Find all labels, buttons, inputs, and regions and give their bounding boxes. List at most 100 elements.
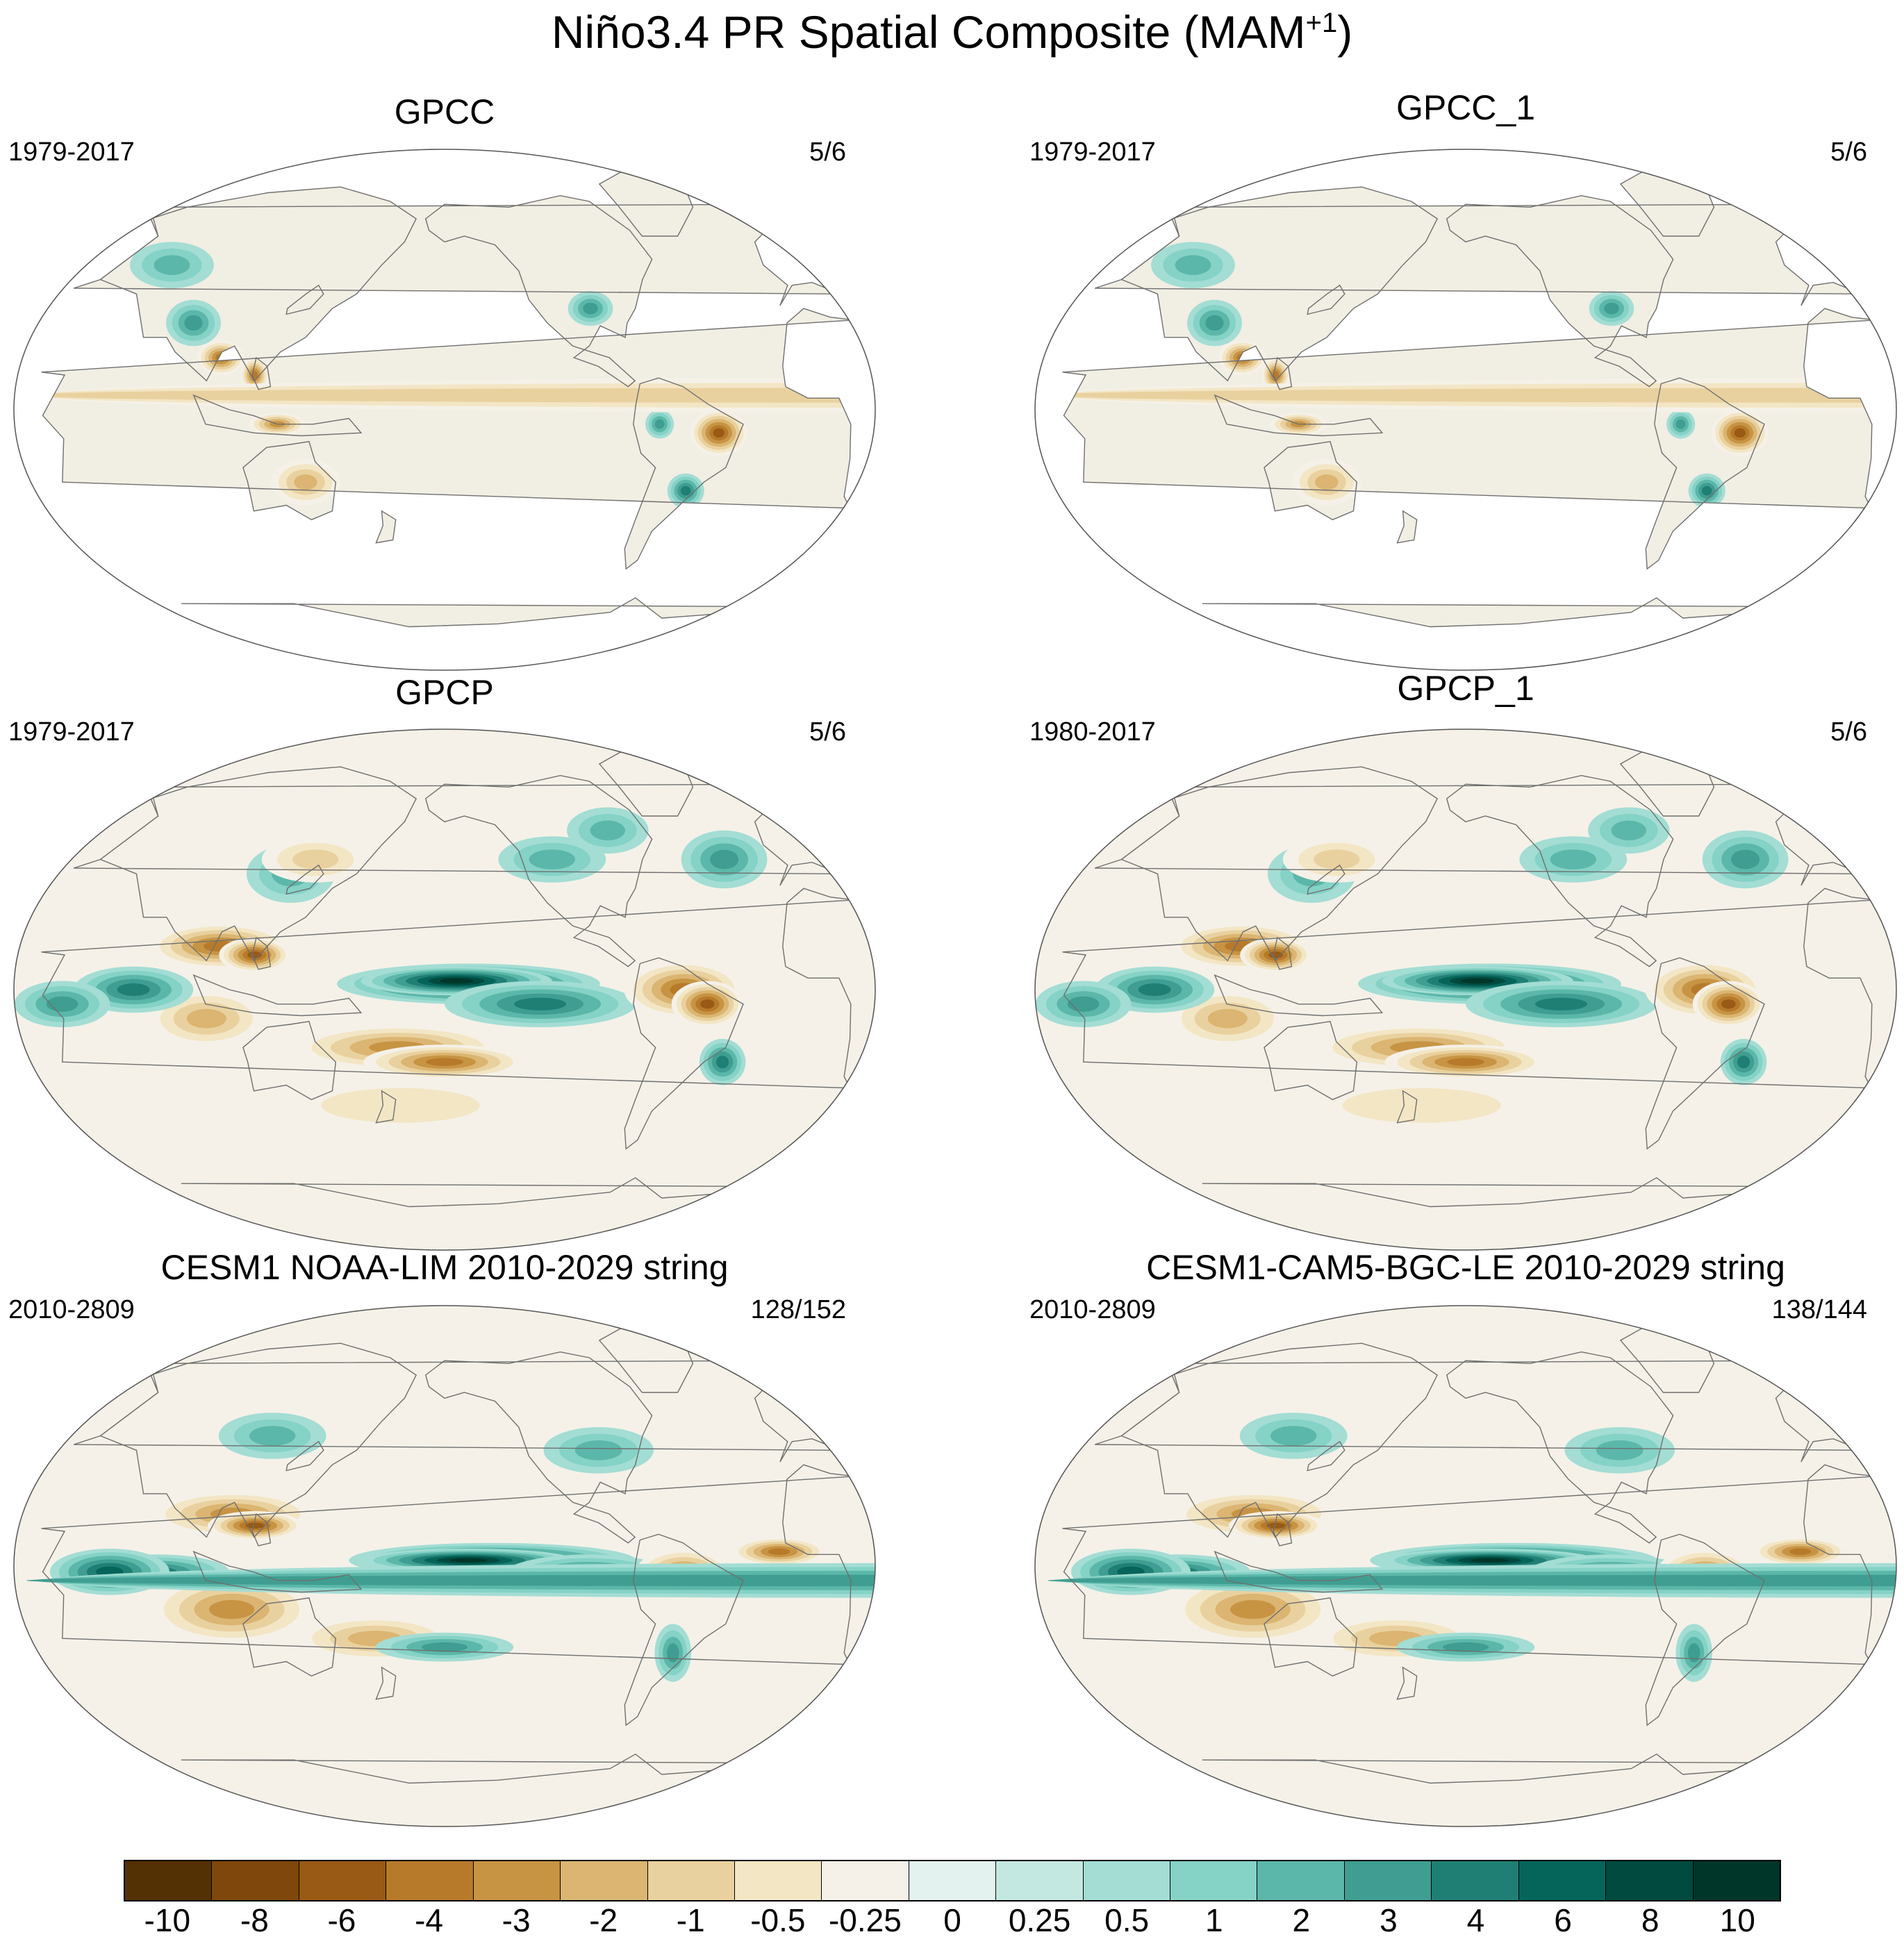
colorbar-swatch	[1693, 1861, 1780, 1900]
coastline-philippines	[251, 356, 272, 390]
colorbar-tick-label: -6	[327, 1902, 356, 1938]
coastline-southamerica	[624, 957, 744, 1150]
coastline-philippines	[251, 936, 272, 970]
colorbar-tick-label: -0.5	[750, 1902, 806, 1938]
colorbar-swatch	[1518, 1861, 1607, 1900]
anomaly-region	[184, 315, 203, 331]
anomaly-region	[1702, 485, 1712, 496]
coastline-africa	[1062, 888, 1876, 1089]
anomaly-region	[1062, 443, 1074, 463]
panel-period-gpcc-1: 1979-2017	[1029, 138, 1156, 167]
anomaly-region	[1062, 388, 1876, 403]
colorbar-swatch	[734, 1861, 822, 1900]
coastline-africa	[1062, 1464, 1876, 1665]
colorbar-tick-label: -3	[502, 1902, 531, 1938]
coastline-southamerica	[624, 377, 744, 570]
anomaly-region	[1675, 419, 1686, 429]
coastline-australia	[242, 441, 337, 521]
coastline-europe	[73, 783, 841, 886]
panel-title-gpcc: GPCC	[394, 92, 495, 131]
colorbar	[124, 1860, 1781, 1901]
map-cesm1-cam5-bgc-le	[1034, 1305, 1897, 1827]
coastline-northamerica	[424, 1351, 653, 1544]
coastline-newzealand	[1396, 510, 1418, 544]
anomaly-region	[1314, 849, 1360, 869]
anomaly-region	[154, 255, 190, 275]
coastline-europe	[1094, 783, 1862, 886]
coastline-asia	[1120, 1342, 1439, 1538]
anomaly-region	[1596, 1440, 1644, 1461]
colorbar-tick-label: -0.25	[828, 1902, 902, 1938]
panel-period-gpcp: 1979-2017	[8, 717, 135, 747]
colorbar-swatch	[822, 1861, 909, 1900]
anomaly-region	[1789, 1548, 1812, 1555]
coastline-indonesia	[1214, 394, 1384, 437]
anomaly-region	[710, 849, 739, 869]
coastline-africa	[41, 888, 854, 1089]
anomaly-region	[1550, 849, 1596, 869]
anomaly-region	[514, 997, 567, 1010]
coastline-northamerica	[1446, 1351, 1674, 1544]
anomaly-region	[41, 430, 67, 476]
coastline-northamerica	[424, 774, 653, 967]
anomaly-region	[1342, 1088, 1501, 1123]
anomaly-region	[1731, 849, 1760, 869]
anomaly-region	[426, 1058, 463, 1066]
coastline-japan	[285, 864, 324, 895]
coastline-newzealand	[375, 1090, 397, 1124]
anomaly-region	[1138, 983, 1171, 997]
coastline-japan	[1307, 284, 1346, 315]
anomaly-region	[245, 1522, 265, 1529]
anomaly-region	[1175, 255, 1211, 275]
anomaly-region	[1442, 1642, 1489, 1652]
panel-title-cesm1-cam5-bgc-le: CESM1-CAM5-BGC-LE 2010-2029 string	[1146, 1248, 1785, 1287]
anomaly-region	[41, 388, 854, 403]
anomaly-region	[1471, 1558, 1509, 1563]
anomaly-region	[654, 419, 665, 429]
anomaly-region	[1611, 820, 1646, 841]
anomaly-region	[1270, 1426, 1317, 1446]
coastline-asia	[1120, 186, 1439, 382]
coastline-philippines	[251, 1513, 272, 1547]
colorbar-tick-label: 8	[1641, 1902, 1659, 1938]
coastline-indonesia	[192, 1550, 363, 1593]
anomaly-region	[681, 485, 691, 496]
anomaly-region	[1230, 1599, 1276, 1620]
anomaly-region	[1721, 999, 1736, 1009]
map-gpcc	[13, 149, 876, 671]
coastline-philippines	[1273, 936, 1293, 970]
anomaly-region	[1737, 1056, 1750, 1069]
colorbar-swatch	[212, 1861, 299, 1900]
anomaly-region	[1604, 302, 1619, 315]
coastline-asia	[99, 186, 417, 382]
colorbar-tick-label: 0.5	[1104, 1902, 1150, 1938]
panel-count-gpcc-1: 5/6	[1830, 138, 1867, 167]
panel-title-gpcc-1: GPCC_1	[1396, 88, 1536, 127]
anomaly-region	[1207, 1008, 1248, 1029]
anomaly-region	[209, 1599, 255, 1620]
colorbar-tick-label: -8	[240, 1902, 269, 1938]
coastline-asia	[99, 1342, 417, 1538]
coastline-indonesia	[192, 394, 363, 437]
coastline-southamerica	[624, 1533, 744, 1726]
coastline-philippines	[1273, 356, 1293, 390]
panel-count-gpcp: 5/6	[809, 717, 846, 747]
map-gpcp-1	[1034, 729, 1897, 1251]
map-border	[1034, 1305, 1897, 1827]
colorbar-tick-label: 1	[1205, 1902, 1223, 1938]
anomaly-region	[590, 820, 625, 841]
colorbar-tick-label: -1	[676, 1902, 705, 1938]
anomaly-region	[294, 474, 317, 490]
coastline-australia	[1264, 1021, 1358, 1101]
colorbar-tick-label: 4	[1466, 1902, 1485, 1938]
coastline-indonesia	[1214, 974, 1384, 1017]
coastline-africa	[1062, 308, 1876, 509]
coastline-europe	[73, 203, 841, 306]
coastline-newzealand	[375, 1666, 397, 1700]
anomaly-region	[1315, 474, 1339, 490]
coastline-europe	[1094, 203, 1862, 306]
colorbar-tick-label: 10	[1719, 1902, 1755, 1938]
colorbar-tick-label: -4	[415, 1902, 443, 1938]
anomaly-region	[439, 978, 474, 984]
colorbar-tick-label: -10	[144, 1902, 191, 1938]
